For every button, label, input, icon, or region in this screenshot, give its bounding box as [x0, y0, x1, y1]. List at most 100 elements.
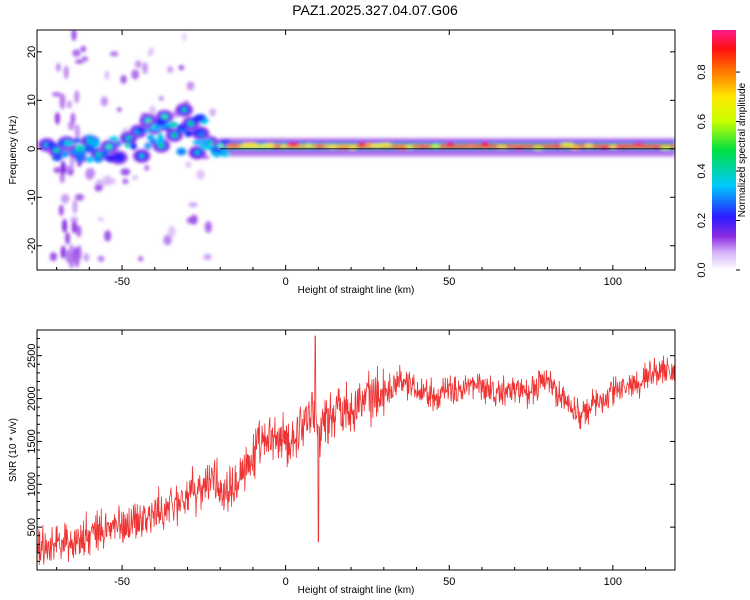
ridge-hotspot	[652, 144, 661, 149]
spectral-blob	[84, 145, 96, 153]
ridge-hotspot	[225, 143, 242, 148]
spectral-blob	[74, 155, 86, 162]
snr-xlabel: Height of straight line (km)	[298, 585, 415, 596]
speckle	[74, 90, 80, 104]
speckle	[100, 96, 109, 107]
y-tick-label: 500	[26, 518, 38, 536]
ridge-hotspot	[630, 143, 646, 148]
speckle	[203, 253, 212, 261]
speckle	[70, 216, 78, 225]
ridge-hotspot	[599, 144, 611, 149]
ridge-hotspot	[532, 146, 544, 151]
ridge-hotspot	[569, 145, 581, 150]
spectral-blob	[77, 150, 87, 157]
snr-ylabel: SNR (10 * v/v)	[8, 418, 19, 482]
speckle	[122, 178, 129, 185]
speckle	[196, 169, 205, 180]
speckle	[167, 65, 174, 74]
spectral-blob	[100, 150, 109, 157]
speckle	[74, 254, 80, 268]
ridge-hotspot	[377, 142, 393, 147]
speckle	[60, 93, 66, 109]
spectral-blob	[61, 150, 69, 158]
speckle	[131, 69, 140, 80]
spectral-blob	[145, 118, 151, 123]
speckle	[71, 30, 77, 41]
speckle	[83, 253, 90, 262]
spectrogram-ylabel: Frequency (Hz)	[8, 116, 19, 185]
ridge-hotspot	[315, 144, 324, 149]
y-tick-label: 0	[26, 146, 38, 152]
speckle	[60, 160, 66, 176]
spectrogram-frame	[36, 29, 676, 271]
spectral-blob	[157, 133, 164, 140]
ridge-hotspot	[481, 142, 490, 147]
ridge-hotspot	[583, 143, 594, 148]
speckle	[109, 51, 119, 57]
ridge-hotspot	[357, 142, 368, 147]
y-tick-label: -20	[26, 238, 38, 254]
speckle	[60, 193, 70, 204]
colorbar-gradient	[712, 30, 736, 270]
spectral-blob	[130, 142, 137, 150]
y-tick-label: 20	[26, 46, 38, 58]
spectral-blob	[63, 141, 75, 146]
speckle	[76, 225, 82, 238]
spectral-blob	[192, 139, 205, 146]
ridge-hotspot	[327, 145, 338, 150]
speckle	[186, 217, 194, 224]
speckle	[66, 100, 72, 109]
spectral-blob	[152, 125, 162, 132]
speckle	[58, 204, 64, 216]
speckle	[158, 96, 164, 101]
ridge-hotspot	[419, 144, 428, 149]
speckle	[163, 234, 172, 246]
spectral-blob	[75, 144, 87, 153]
spectral-blob	[176, 128, 189, 134]
spectral-blob	[85, 156, 94, 163]
speckle	[70, 112, 76, 124]
speckle	[167, 225, 176, 238]
speckle	[80, 45, 87, 53]
spectral-blob	[191, 116, 203, 123]
ridge-hotspot	[287, 142, 300, 147]
speckle	[149, 105, 156, 117]
speckle	[65, 231, 71, 245]
speckle	[188, 202, 198, 208]
y-tick-label: 1000	[26, 472, 38, 496]
speckle	[104, 230, 112, 242]
ridge-hotspot	[512, 145, 525, 150]
spectral-blob	[210, 146, 223, 153]
x-tick-label: -50	[114, 276, 130, 288]
ridge-segment	[226, 144, 286, 148]
speckle	[72, 199, 78, 215]
x-tick-label: 50	[443, 576, 455, 588]
spectral-blob	[126, 136, 132, 141]
spectral-blob	[188, 121, 194, 126]
speckle	[85, 168, 95, 181]
speckle	[51, 92, 62, 97]
speckle	[49, 252, 58, 262]
speckle	[69, 253, 75, 269]
speckle	[71, 220, 77, 234]
ridge-hotspot	[466, 143, 475, 148]
spectral-blob	[108, 136, 119, 142]
spectral-blob	[93, 155, 104, 163]
spectral-blob	[194, 150, 200, 155]
spectral-blob	[171, 133, 177, 138]
speckle	[63, 65, 69, 80]
speckle	[60, 245, 66, 259]
spectral-blob	[155, 138, 163, 145]
y-tick-label: 2000	[26, 386, 38, 410]
spectral-blob	[105, 154, 117, 163]
speckle	[120, 75, 127, 84]
speckle	[68, 169, 74, 176]
spectral-blob	[158, 143, 164, 148]
speckle	[185, 161, 192, 168]
speckle	[55, 63, 61, 72]
ridge-hotspot	[305, 143, 312, 148]
speckle	[132, 175, 139, 180]
ridge-hotspot	[559, 142, 575, 147]
